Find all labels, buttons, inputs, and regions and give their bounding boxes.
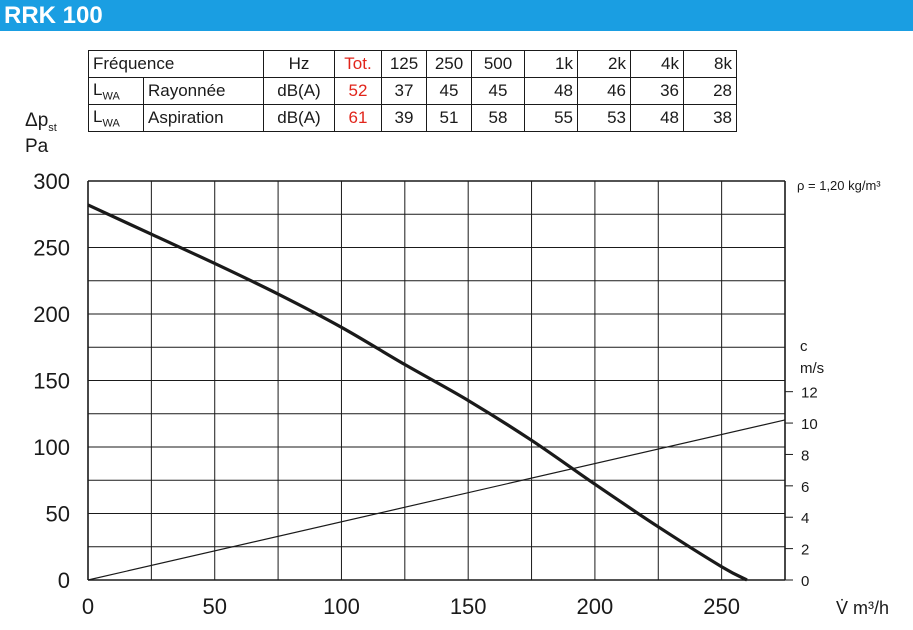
y-tick-label: 0 bbox=[58, 568, 70, 593]
total-header: Tot. bbox=[334, 50, 382, 78]
band-header: 2k bbox=[577, 50, 631, 78]
right-axis-unit: m/s bbox=[800, 360, 824, 377]
total-value: 61 bbox=[334, 104, 382, 132]
band-header: 500 bbox=[471, 50, 525, 78]
right-axis-tick-label: 8 bbox=[801, 447, 809, 464]
db-unit: dB(A) bbox=[263, 104, 335, 132]
right-axis-tick-label: 12 bbox=[801, 385, 818, 402]
band-header: 1k bbox=[524, 50, 578, 78]
frequency-label: Fréquence bbox=[88, 50, 264, 78]
y-tick-label: 250 bbox=[33, 236, 70, 261]
right-axis-tick-label: 10 bbox=[801, 416, 818, 433]
x-tick-label: 150 bbox=[450, 594, 487, 619]
band-header: 4k bbox=[630, 50, 684, 78]
velocity-line bbox=[87, 419, 786, 581]
table-cell: 55 bbox=[524, 104, 578, 132]
chart-grid bbox=[87, 180, 793, 581]
lwa-symbol: LWA bbox=[88, 104, 144, 132]
y-tick-label: 50 bbox=[46, 502, 70, 527]
right-axis-tick-label: 2 bbox=[801, 542, 809, 559]
right-axis-tick-label: 6 bbox=[801, 479, 809, 496]
row-label: Aspiration bbox=[143, 104, 264, 132]
table-cell: 45 bbox=[426, 77, 472, 105]
table-cell: 48 bbox=[630, 104, 684, 132]
table-cell: 28 bbox=[683, 77, 737, 105]
total-value: 52 bbox=[334, 77, 382, 105]
x-tick-label: 100 bbox=[323, 594, 360, 619]
table-cell: 39 bbox=[381, 104, 427, 132]
x-tick-label: 200 bbox=[577, 594, 614, 619]
y-tick-label: 100 bbox=[33, 435, 70, 460]
y-tick-label: 200 bbox=[33, 302, 70, 327]
y-axis-unit: Pa bbox=[25, 136, 49, 157]
right-axis-tick-label: 0 bbox=[801, 573, 809, 590]
y-tick-label: 150 bbox=[33, 369, 70, 394]
page-title: RRK 100 bbox=[4, 2, 103, 29]
header-bar: RRK 100 bbox=[0, 0, 913, 31]
table-cell: 37 bbox=[381, 77, 427, 105]
x-tick-label: 50 bbox=[202, 594, 226, 619]
db-unit: dB(A) bbox=[263, 77, 335, 105]
table-row: LWA Aspiration dB(A) 61 39 51 58 55 53 4… bbox=[88, 104, 737, 132]
table-header-row: Fréquence Hz Tot. 125 250 500 1k 2k 4k 8… bbox=[88, 50, 737, 78]
chart-lines bbox=[87, 203, 786, 582]
right-axis-label: c bbox=[800, 338, 808, 355]
sound-level-table: Fréquence Hz Tot. 125 250 500 1k 2k 4k 8… bbox=[88, 50, 737, 132]
x-tick-label: 0 bbox=[82, 594, 94, 619]
density-note: ρ = 1,20 kg/m³ bbox=[797, 178, 881, 193]
y-tick-label: 300 bbox=[33, 169, 70, 194]
right-axis-tick-label: 4 bbox=[801, 510, 809, 527]
band-header: 8k bbox=[683, 50, 737, 78]
fan-curve-line bbox=[87, 203, 748, 582]
row-label: Rayonnée bbox=[143, 77, 264, 105]
lwa-symbol: LWA bbox=[88, 77, 144, 105]
x-axis-label: V̇ m³/h bbox=[836, 598, 889, 618]
table-cell: 53 bbox=[577, 104, 631, 132]
table-cell: 38 bbox=[683, 104, 737, 132]
chart-labels: 0 50 100 150 200 250 300 0 50 100 150 200 250 0 2 4 6 8 10… bbox=[33, 169, 889, 619]
y-axis-label: Δpst bbox=[25, 110, 57, 134]
x-tick-label: 250 bbox=[703, 594, 740, 619]
